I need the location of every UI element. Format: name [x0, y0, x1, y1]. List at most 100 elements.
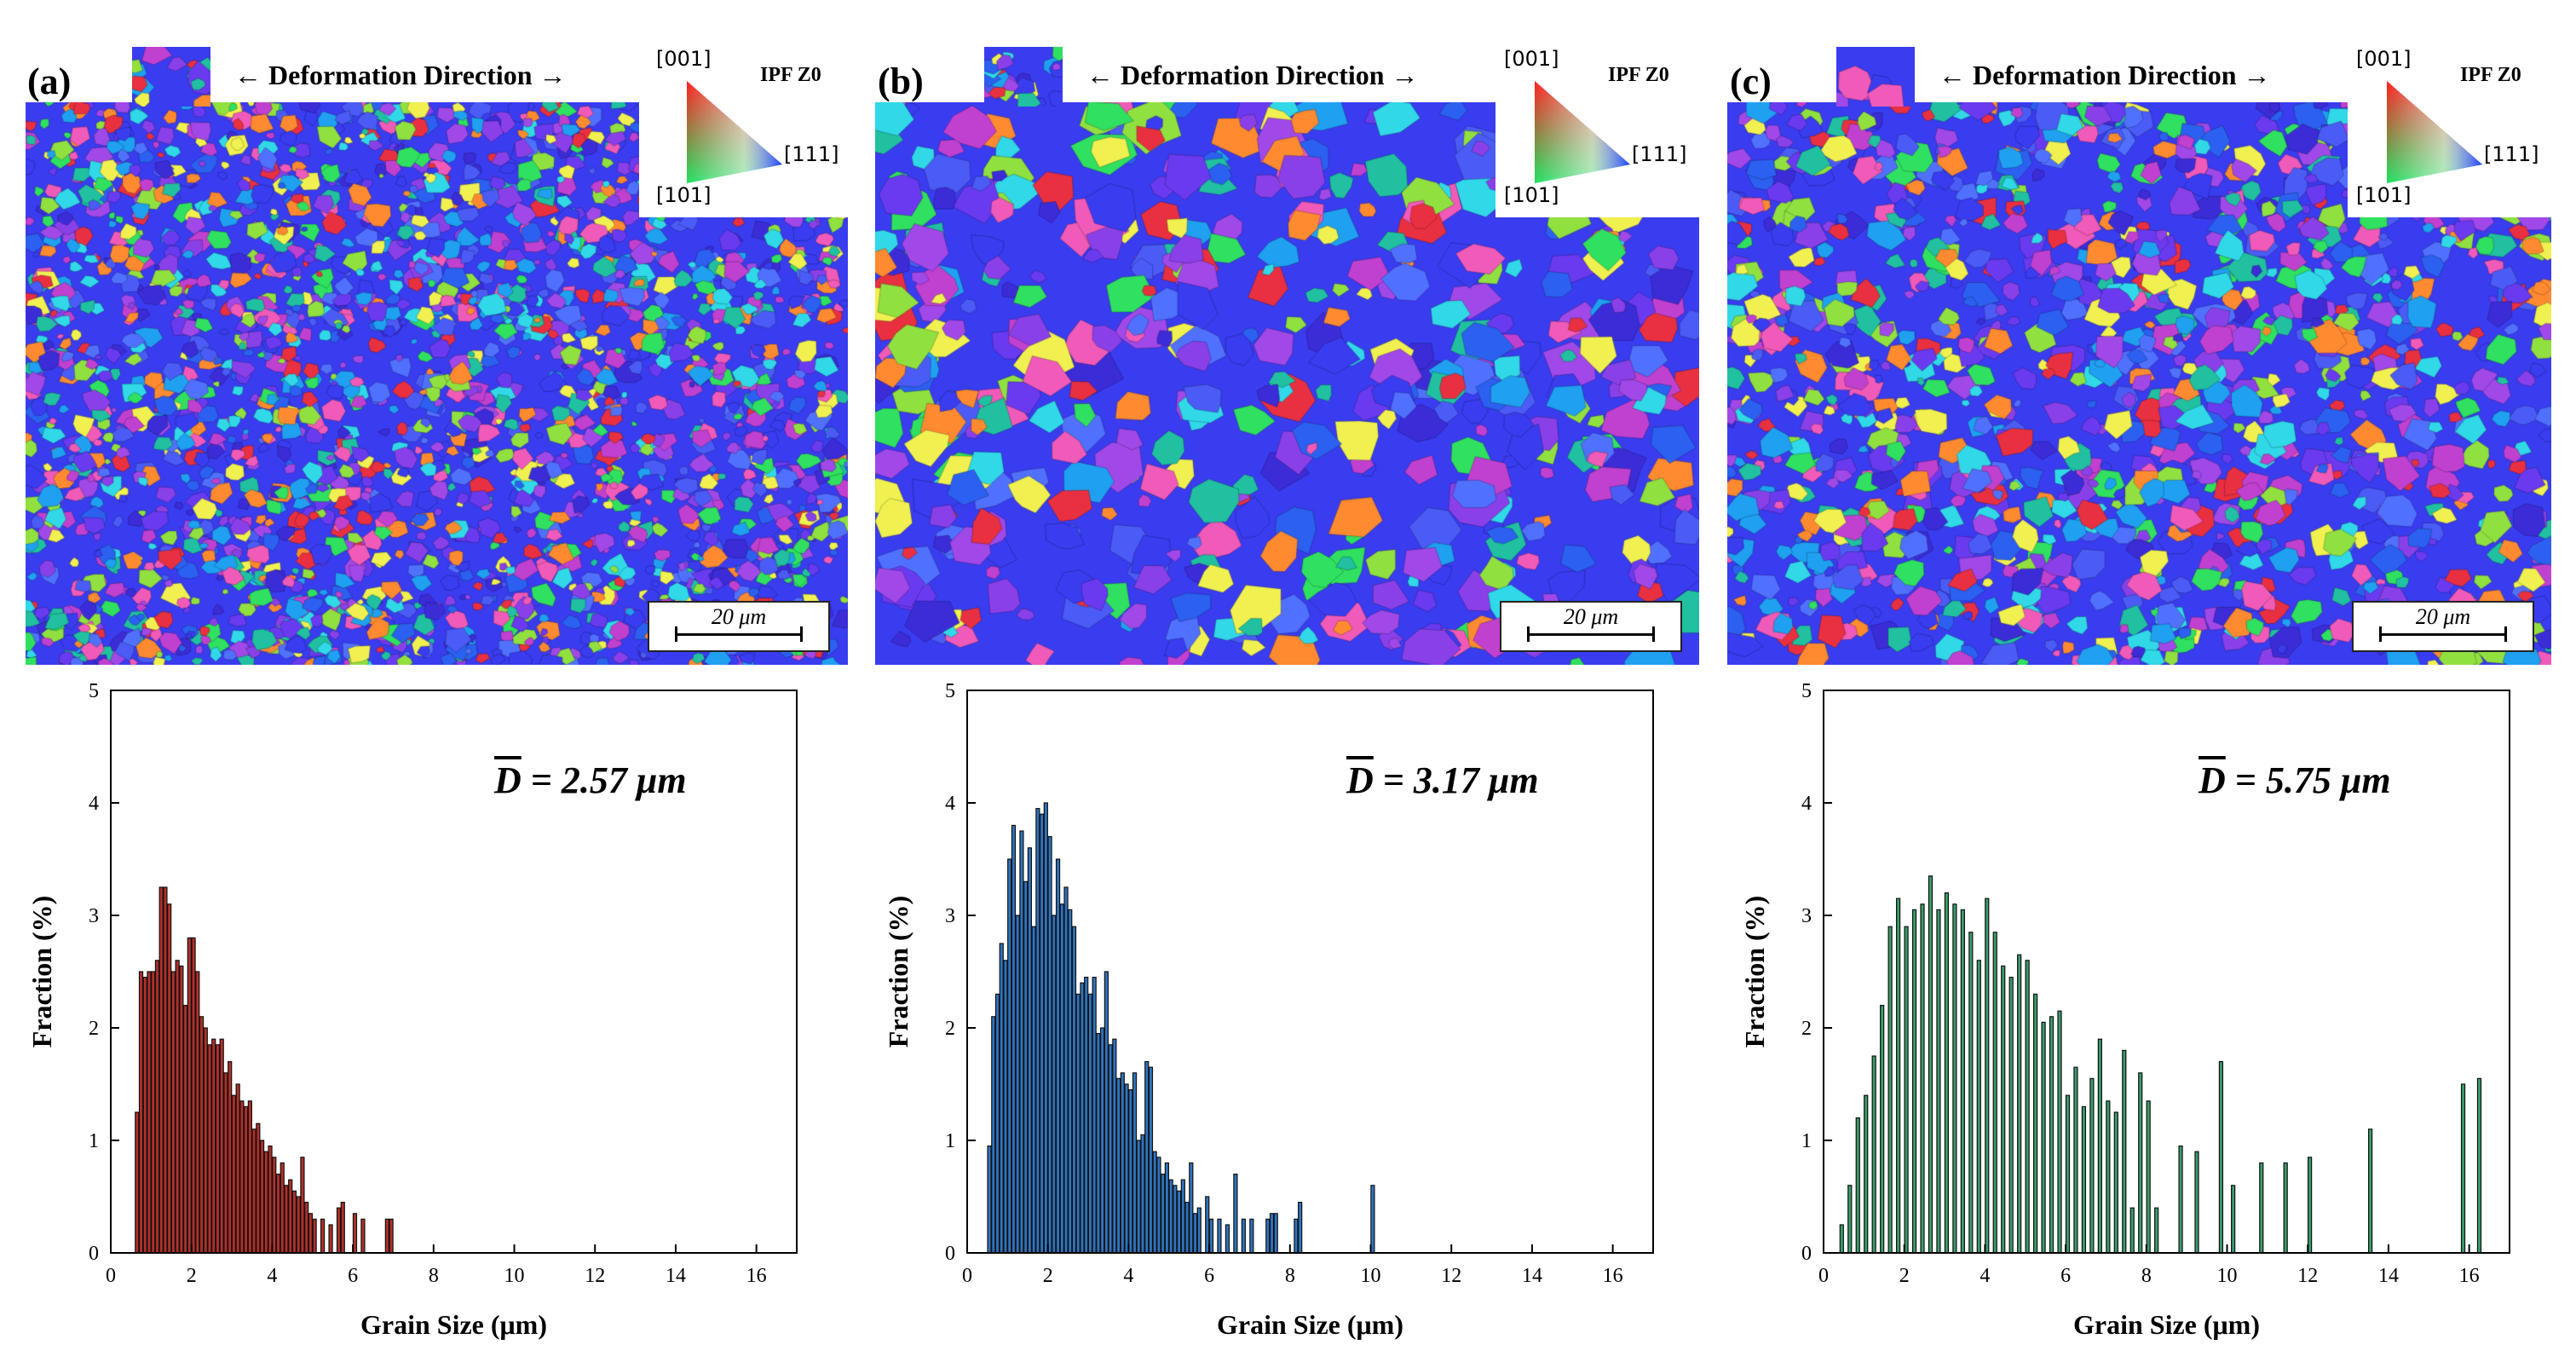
histogram-bar — [2307, 1157, 2313, 1254]
histogram-bar — [1173, 1185, 1178, 1254]
histogram-bar — [1007, 858, 1012, 1254]
x-tick-label: 2 — [1899, 1265, 1910, 1287]
histogram-bar — [187, 937, 192, 1254]
histogram-bar — [1055, 858, 1061, 1254]
y-axis-label: Fraction (%) — [26, 896, 57, 1048]
histogram-bar — [2065, 1094, 2071, 1254]
histogram-bar — [135, 1111, 140, 1254]
histogram-bar — [1019, 830, 1024, 1254]
y-tick-label: 2 — [89, 1018, 99, 1040]
histogram-bar — [2113, 1111, 2118, 1254]
x-tick-label: 12 — [585, 1265, 605, 1287]
ipf-101-label: [101] — [2356, 183, 2412, 207]
histogram-bar — [1035, 808, 1040, 1254]
histogram-bar — [2089, 1077, 2095, 1254]
histogram-bar — [223, 1072, 228, 1254]
histogram-bar — [2368, 1128, 2373, 1254]
histogram-bar — [2106, 1100, 2111, 1254]
scale-bar-tick — [1652, 626, 1655, 642]
histogram-bar — [154, 960, 160, 1254]
y-tick-label: 0 — [1801, 1243, 1812, 1265]
histogram-bar — [360, 1218, 366, 1254]
histogram-bar — [1887, 926, 1893, 1254]
histogram-bar — [1233, 1173, 1238, 1254]
ebsd-map-a-top-tab — [132, 47, 210, 107]
y-axis-label: Fraction (%) — [1739, 896, 1770, 1048]
x-axis-label: Grain Size (μm) — [2073, 1309, 2260, 1340]
histogram-bar — [987, 1145, 992, 1254]
x-tick-label: 10 — [1361, 1265, 1381, 1287]
histogram-bar — [1864, 1094, 1869, 1254]
y-tick-label: 0 — [89, 1243, 99, 1265]
histogram-bar — [259, 1140, 265, 1254]
histogram-bar — [308, 1213, 314, 1254]
mean-grain-size-b: D = 3.17 μm — [1346, 759, 1539, 802]
scale-bar: 20 μm — [648, 601, 830, 652]
histogram-bar — [1273, 1213, 1278, 1254]
histogram-bar — [211, 1038, 216, 1254]
histogram-bar — [1847, 1185, 1853, 1254]
x-tick-label: 10 — [504, 1265, 525, 1287]
y-tick-label: 4 — [945, 793, 955, 815]
plot-frame — [110, 690, 798, 1254]
histogram-bar — [2008, 977, 2014, 1254]
mean-symbol: D — [2199, 759, 2226, 801]
scale-bar-line — [2379, 633, 2507, 636]
histogram-bar — [1087, 993, 1093, 1254]
histogram-bar — [1027, 847, 1033, 1254]
x-tick-label: 0 — [1818, 1265, 1829, 1287]
x-tick-label: 4 — [1123, 1265, 1133, 1287]
scale-bar-tick — [675, 626, 677, 642]
histogram-bar — [2025, 960, 2030, 1254]
x-tick-label: 2 — [187, 1265, 197, 1287]
histogram-bar — [994, 993, 1000, 1254]
histogram-bar — [1152, 1151, 1157, 1254]
histogram-bar — [1100, 1027, 1105, 1254]
y-tick-label: 3 — [945, 905, 955, 927]
histogram-bar — [2081, 1105, 2087, 1254]
histogram-bar — [1189, 1162, 1194, 1254]
x-tick-label: 8 — [2141, 1265, 2152, 1287]
panel-label: (c) — [1730, 61, 1772, 102]
x-tick-label: 6 — [2060, 1265, 2071, 1287]
histogram-bar — [2154, 1207, 2159, 1254]
mean-grain-size-c: D = 5.75 μm — [2199, 759, 2391, 802]
histogram-bar — [147, 971, 152, 1254]
x-axis-label: Grain Size (μm) — [360, 1309, 547, 1340]
ipf-111-label: [111] — [1632, 142, 1687, 166]
scale-bar: 20 μm — [1500, 601, 1682, 652]
ipf-111-label: [111] — [784, 142, 839, 166]
histogram-bar — [300, 1157, 305, 1254]
y-tick-label: 1 — [1801, 1130, 1812, 1152]
mean-value: = 3.17 μm — [1382, 759, 1539, 801]
mean-symbol: D — [494, 759, 522, 801]
histogram-bar — [284, 1185, 289, 1254]
ipf-title: IPF Z0 — [760, 64, 821, 86]
histogram-bar — [1855, 1117, 1860, 1254]
x-tick-label: 14 — [1522, 1265, 1542, 1287]
histogram-bar — [1115, 1077, 1121, 1254]
histogram-bar — [1112, 1038, 1117, 1254]
histogram-bar — [2129, 1207, 2135, 1254]
histogram-bar — [207, 1044, 212, 1254]
histogram-bar — [304, 1201, 309, 1254]
histogram-bar — [288, 1179, 293, 1254]
scale-bar-tick — [2504, 626, 2507, 642]
x-tick-label: 14 — [666, 1265, 686, 1287]
mean-grain-size-a: D = 2.57 μm — [494, 759, 687, 802]
histogram-bar — [1176, 1190, 1182, 1254]
y-tick-label: 2 — [1801, 1018, 1812, 1040]
histogram-bar — [2032, 993, 2038, 1254]
histogram-bar — [1096, 1033, 1101, 1254]
histogram-bar — [1196, 1207, 1202, 1254]
panel-label: (b) — [878, 61, 924, 102]
histogram-bar — [1047, 836, 1052, 1254]
histogram-bar — [1225, 1224, 1230, 1254]
panel-label: (a) — [27, 61, 72, 102]
histogram-bar — [167, 903, 172, 1254]
histogram-bar — [1161, 1173, 1166, 1254]
histogram-bar — [268, 1145, 273, 1254]
histogram-bar — [1003, 960, 1008, 1254]
